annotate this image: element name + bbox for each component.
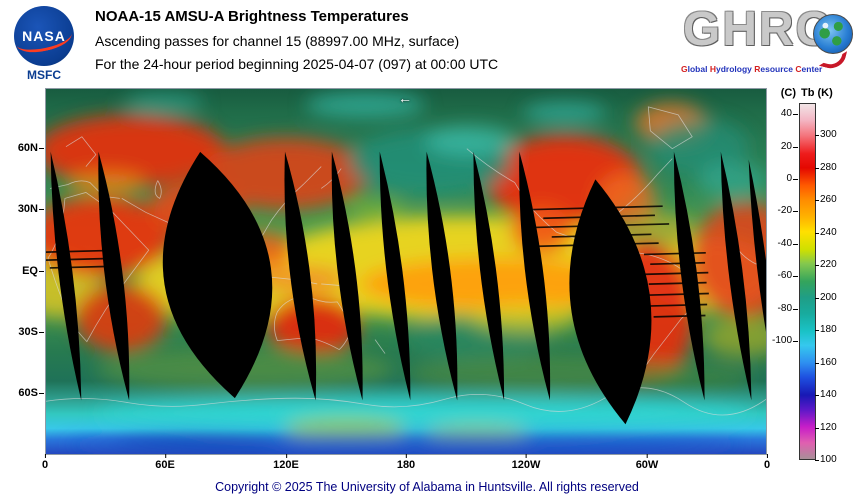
ghrc-tagline: Global Hydrology Resource Center	[681, 64, 854, 74]
lon-label-5-60W: 60W	[635, 454, 659, 471]
lon-label-6-0: 0	[763, 454, 771, 471]
copyright: Copyright © 2025 The University of Alaba…	[215, 480, 639, 494]
ghrc-tagline-word: Global	[681, 64, 708, 74]
celsius-label--40: -40	[756, 238, 798, 249]
kelvin-label-200: 200	[815, 292, 837, 303]
lon-labels: 0 60E 120E 180 120W 60W 0	[41, 454, 771, 473]
nasa-insignia-icon: NASA	[14, 6, 74, 66]
kelvin-label-140: 140	[815, 389, 837, 400]
kelvin-label-280: 280	[815, 162, 837, 173]
celsius-label-0: 0	[756, 173, 798, 184]
celsius-label-20: 20	[756, 141, 798, 152]
lat-label-60N: 60N	[0, 142, 44, 154]
kelvin-label-160: 160	[815, 357, 837, 368]
celsius-label--20: -20	[756, 205, 798, 216]
celsius-label-40: 40	[756, 108, 798, 119]
lat-label-30N: 30N	[0, 203, 44, 215]
title-block: NOAA-15 AMSU-A Brightness Temperatures A…	[95, 8, 498, 79]
lat-label-30S: 30S	[0, 326, 44, 338]
lon-label-2-120E: 120E	[273, 454, 299, 471]
map-panel: ←	[45, 88, 767, 455]
ghrc-tagline-word: Hydrology	[709, 64, 752, 74]
cursor-arrow-icon: ←	[398, 90, 412, 106]
lat-label-EQ: EQ	[0, 265, 44, 277]
msfc-label: MSFC	[27, 68, 61, 82]
ghrc-tagline-word: Resource	[754, 64, 794, 74]
colorbar-unit-celsius: (C)	[780, 87, 796, 99]
colorbar-celsius-labels: 40 20 0 -20 -40 -60 -80 -100	[756, 103, 798, 460]
kelvin-label-100: 100	[815, 454, 837, 465]
kelvin-label-120: 120	[815, 422, 837, 433]
lat-labels: 60N 30N EQ 30S 60S	[0, 88, 44, 455]
subtitle-period: For the 24-hour period beginning 2025-04…	[95, 56, 499, 72]
globe-icon	[813, 14, 853, 54]
page-title: NOAA-15 AMSU-A Brightness Temperatures	[95, 8, 409, 25]
ghrc-logo-text: GHRC	[683, 3, 833, 56]
kelvin-label-180: 180	[815, 324, 837, 335]
lon-label-4-120W: 120W	[511, 454, 541, 471]
celsius-label--60: -60	[756, 270, 798, 281]
kelvin-label-260: 260	[815, 194, 837, 205]
colorbar-unit-kelvin: Tb (K)	[801, 87, 833, 99]
kelvin-label-240: 240	[815, 227, 837, 238]
brightness-temperature-map	[46, 89, 766, 454]
kelvin-label-220: 220	[815, 259, 837, 270]
kelvin-label-300: 300	[815, 129, 837, 140]
ghrc-tagline-word: Center	[795, 64, 823, 74]
data-gap-swaths	[50, 151, 766, 425]
colorbar	[799, 103, 816, 460]
missing-scanlines	[46, 205, 709, 318]
lon-label-1-60E: 60E	[155, 454, 175, 471]
lat-label-60S: 60S	[0, 387, 44, 399]
nasa-insignia-text: NASA	[22, 28, 66, 44]
lon-label-0-0: 0	[41, 454, 49, 471]
lon-label-3-180: 180	[396, 454, 416, 471]
celsius-label--80: -80	[756, 303, 798, 314]
celsius-label--100: -100	[756, 335, 798, 346]
subtitle-channel: Ascending passes for channel 15 (88997.0…	[95, 33, 460, 49]
ghrc-logo: GHRC Global Hydrology Resource Center	[681, 2, 854, 86]
colorbar-kelvin-labels: 300 280 260 240 220 200 180 160 140 120 100	[815, 103, 852, 465]
